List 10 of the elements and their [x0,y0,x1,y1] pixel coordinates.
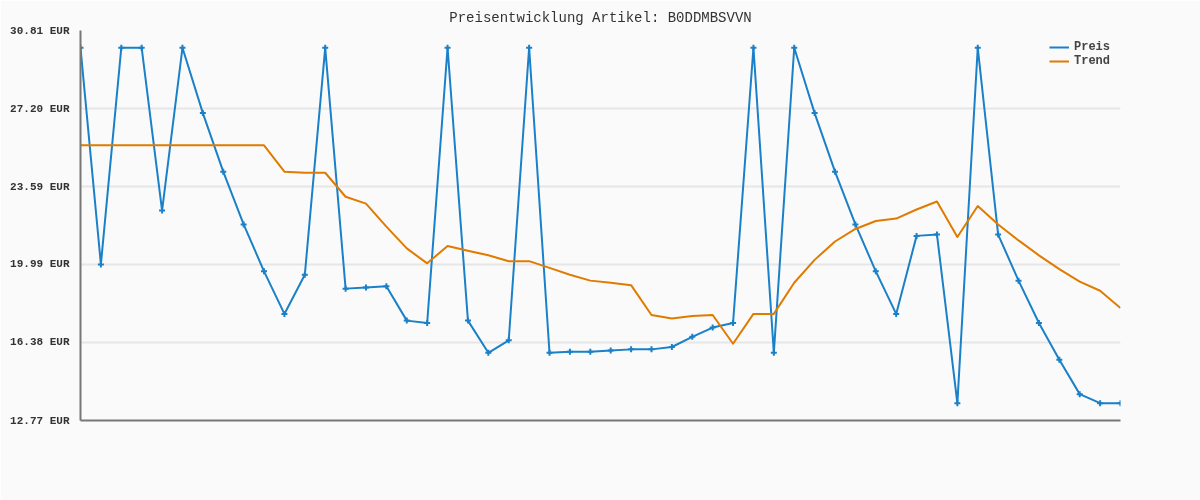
y-tick-label: 19.99 EUR [10,258,70,271]
y-tick-label: 12.77 EUR [10,414,70,427]
y-tick-label: 27.20 EUR [10,102,70,115]
y-tick-label: 16.38 EUR [10,336,70,349]
legend-label: Preis [1073,40,1110,54]
chart-title: Preisentwicklung Artikel: B0DDMBSVVN [449,9,752,26]
y-tick-label: 30.81 EUR [10,24,70,37]
y-tick-label: 23.59 EUR [10,180,70,193]
line-series [80,144,1121,345]
legend-label: Trend [1073,54,1110,68]
